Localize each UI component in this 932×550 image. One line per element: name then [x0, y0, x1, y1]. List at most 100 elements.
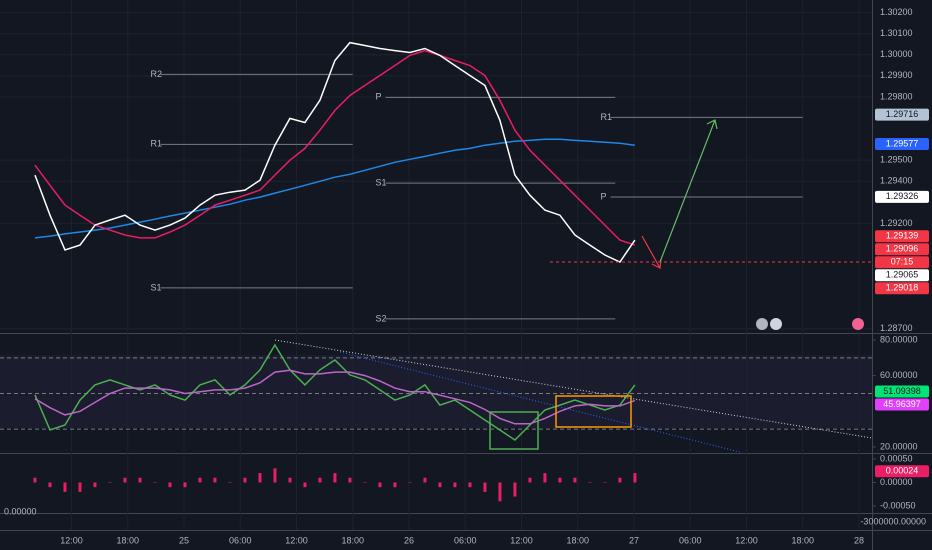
price-badge — [875, 282, 929, 295]
box — [555, 395, 632, 428]
price-badge — [875, 137, 929, 150]
pivot-label: R1 — [600, 112, 612, 122]
box — [489, 411, 539, 450]
scale-label: 0.00000 — [4, 506, 37, 516]
histogram-bar — [153, 482, 157, 483]
y-tick-label: 1.29200 — [880, 218, 913, 228]
pivot-label: R1 — [151, 139, 163, 149]
histogram-bar — [333, 473, 337, 483]
event-icon[interactable] — [756, 318, 768, 330]
x-tick-label: 26 — [404, 535, 414, 545]
scale-label: -3000000.00000 — [860, 516, 926, 526]
price-badge-label: 45.96397 — [883, 399, 921, 409]
histogram-bar — [378, 482, 382, 488]
histogram-bar — [618, 477, 622, 483]
histogram-bar — [453, 482, 457, 488]
drawings — [274, 119, 873, 453]
pivot-label: S1 — [151, 282, 162, 292]
event-icon[interactable] — [852, 318, 864, 330]
green-arrow — [659, 119, 718, 263]
y-tick-label: 1.29500 — [880, 155, 913, 165]
trend-line — [274, 339, 873, 439]
price-badge-label: 1.29018 — [886, 283, 919, 293]
histogram-bar — [258, 473, 262, 483]
series-line — [34, 369, 636, 425]
histogram-bar — [408, 482, 412, 483]
histogram-bar — [483, 482, 487, 492]
histogram-bar — [33, 477, 37, 483]
price-badge — [875, 256, 929, 269]
price-badge — [875, 465, 929, 478]
histogram-bar — [528, 477, 532, 483]
price-badge-label: 1.29577 — [886, 138, 919, 148]
price-badge — [875, 190, 929, 203]
histogram-bar — [393, 482, 397, 488]
price-badge-label: 1.29326 — [886, 191, 919, 201]
histogram-bar — [303, 482, 307, 488]
histogram-bar — [573, 477, 577, 483]
histogram-bar — [168, 482, 172, 488]
histogram-bar — [423, 477, 427, 483]
histogram-bar — [558, 477, 562, 483]
event-icon[interactable] — [770, 318, 782, 330]
histogram-bar — [48, 482, 52, 488]
y-tick-label: 20.00000 — [880, 441, 918, 451]
price-badge — [875, 385, 929, 398]
histogram-bar — [273, 468, 277, 483]
y-tick-label: 1.28700 — [880, 323, 913, 333]
pivot-label: S1 — [376, 178, 387, 188]
y-tick-label: 1.30000 — [880, 49, 913, 59]
y-tick-label: -0.00050 — [880, 500, 916, 510]
x-tick-label: 18:00 — [566, 535, 589, 545]
histogram-bar — [93, 482, 97, 488]
price-badge-label: 0.00024 — [886, 466, 919, 476]
histogram-bar — [363, 482, 367, 483]
x-tick-label: 28 — [854, 535, 864, 545]
histogram-bar — [108, 482, 112, 483]
y-tick-label: 80.00000 — [880, 334, 918, 344]
histogram-bar — [243, 477, 247, 483]
price-badge-label: 07:15 — [891, 257, 914, 267]
price-badge — [875, 269, 929, 282]
price-badge-label: 1.29716 — [886, 109, 919, 119]
price-badge-label: 1.29096 — [886, 244, 919, 254]
pivot-label: S2 — [376, 313, 387, 323]
y-tick-label: 1.30200 — [880, 7, 913, 17]
histogram-bar — [513, 482, 517, 497]
histogram-bar — [228, 482, 232, 483]
drawings-under — [0, 355, 872, 428]
y-tick-label: 0.00050 — [880, 453, 913, 463]
series-line — [34, 138, 635, 239]
price-badge-label: 1.29139 — [886, 231, 919, 241]
histogram-bar — [198, 477, 202, 483]
rsi-band — [0, 355, 872, 428]
y-tick-label: 1.30100 — [880, 28, 913, 38]
histogram-bar — [348, 477, 352, 483]
price-badge-label: 1.29065 — [886, 270, 919, 280]
histogram-bar — [138, 477, 142, 483]
x-tick-label: 25 — [179, 535, 189, 545]
series-line — [34, 41, 636, 263]
y-tick-label: 1.29400 — [880, 176, 913, 186]
x-tick-label: 27 — [629, 535, 639, 545]
pivot-label: R2 — [151, 69, 163, 79]
pivot-label: P — [600, 191, 606, 201]
histogram-bar — [183, 482, 187, 488]
series-line — [34, 49, 636, 246]
x-tick-label: 06:00 — [229, 535, 252, 545]
x-tick-label: 18:00 — [341, 535, 364, 545]
x-tick-label: 06:00 — [679, 535, 702, 545]
y-tick-label: 0.00000 — [880, 477, 913, 487]
y-tick-label: 60.00000 — [880, 370, 918, 380]
histogram-bar — [318, 477, 322, 483]
red-arrow — [641, 235, 662, 269]
x-tick-label: 18:00 — [117, 535, 140, 545]
histogram-bar — [468, 482, 472, 488]
x-tick-label: 18:00 — [791, 535, 814, 545]
price-badge — [875, 230, 929, 243]
histogram-bar — [603, 482, 607, 483]
